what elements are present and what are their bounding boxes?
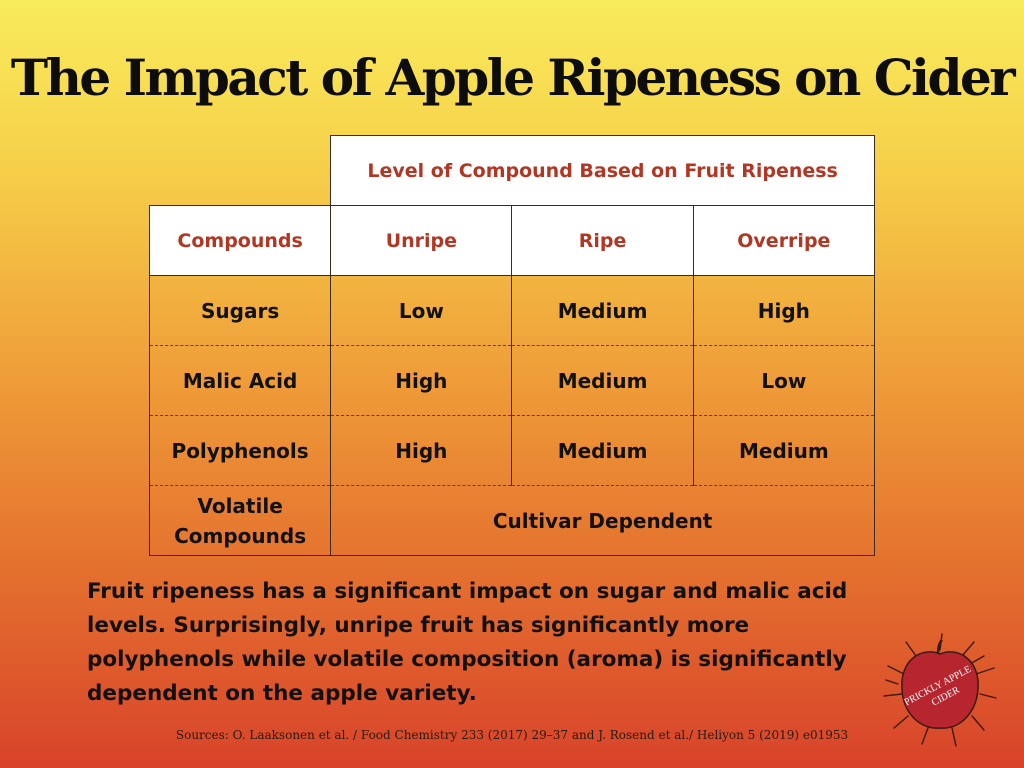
row-overripe: High: [692, 275, 876, 346]
row-ripe: Medium: [511, 415, 694, 486]
table-group-header-row: Level of Compound Based on Fruit Ripenes…: [150, 135, 875, 206]
table-row: Sugars Low Medium High: [148, 275, 876, 346]
table-row-volatile: Volatile Compounds Cultivar Dependent: [148, 485, 875, 556]
row-compound-volatile: Volatile Compounds: [148, 485, 332, 556]
table-corner-blank: [150, 136, 331, 206]
row-ripe: Medium: [511, 345, 694, 416]
sources-citation: Sources: O. Laaksonen et al. / Food Chem…: [175, 728, 849, 742]
column-header-ripe: Ripe: [511, 205, 694, 276]
summary-paragraph: Fruit ripeness has a significant impact …: [87, 579, 848, 706]
row-compound: Polyphenols: [148, 415, 332, 486]
prickly-apple-logo-icon: PRICKLY APPLE CIDER: [883, 633, 997, 747]
table-row: Polyphenols High Medium Medium: [148, 415, 876, 486]
row-cultivar-dependent: Cultivar Dependent: [330, 485, 875, 556]
column-header-overripe: Overripe: [692, 205, 876, 276]
row-overripe: Medium: [692, 415, 876, 486]
volatile-line1: Volatile: [197, 493, 283, 518]
column-header-compounds: Compounds: [148, 205, 332, 276]
row-compound: Malic Acid: [148, 345, 332, 416]
volatile-line2: Compounds: [174, 523, 307, 548]
column-header-unripe: Unripe: [330, 205, 513, 276]
table-row: Malic Acid High Medium Low: [148, 345, 876, 416]
row-compound: Sugars: [148, 275, 332, 346]
group-header: Level of Compound Based on Fruit Ripenes…: [330, 135, 875, 206]
row-overripe: Low: [692, 345, 876, 416]
row-unripe: High: [330, 415, 513, 486]
row-ripe: Medium: [511, 275, 694, 346]
slide-title: The Impact of Apple Ripeness on Cider: [10, 48, 1016, 107]
table-column-header-row: Compounds Unripe Ripe Overripe: [148, 205, 876, 276]
row-unripe: Low: [330, 275, 513, 346]
compound-table: Level of Compound Based on Fruit Ripenes…: [148, 135, 876, 556]
row-unripe: High: [330, 345, 513, 416]
